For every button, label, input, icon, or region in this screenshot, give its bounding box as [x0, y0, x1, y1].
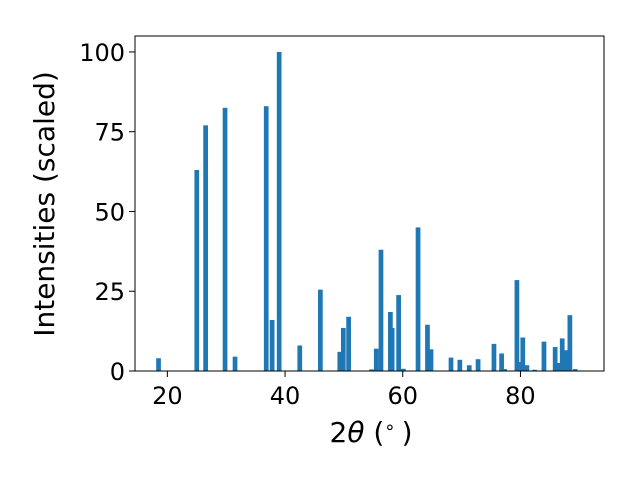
bar	[318, 289, 323, 371]
bar	[541, 341, 547, 371]
bar	[514, 280, 520, 371]
bar	[269, 319, 275, 371]
bar	[425, 324, 430, 371]
y-tick-label: 100	[79, 39, 125, 67]
bar	[491, 343, 497, 371]
y-axis-ticks: 0 25 50 75 100	[79, 39, 135, 386]
bar	[475, 359, 481, 371]
bar	[552, 347, 558, 371]
bar	[415, 227, 421, 371]
bar	[276, 51, 282, 371]
x-axis-label: 2θ (∘)	[329, 416, 412, 449]
x-tick-label: 60	[387, 382, 418, 410]
x-axis-label-prefix: 2	[329, 416, 347, 449]
x-axis-label-degree: ∘	[384, 417, 395, 438]
bar	[572, 369, 578, 371]
y-tick-label: 75	[94, 119, 125, 147]
bar	[457, 359, 463, 371]
bar	[520, 337, 526, 371]
bar	[563, 350, 569, 371]
bar	[396, 295, 401, 371]
bar	[532, 369, 537, 371]
bars-group	[156, 51, 578, 371]
bar	[263, 106, 269, 371]
bar	[378, 249, 384, 371]
bar	[232, 356, 238, 371]
bar	[346, 316, 351, 371]
bar	[559, 338, 565, 371]
y-tick-label: 0	[110, 358, 125, 386]
x-tick-label: 20	[152, 382, 183, 410]
bar	[194, 170, 200, 371]
x-tick-label: 80	[505, 382, 536, 410]
x-tick-label: 40	[270, 382, 301, 410]
bar	[516, 362, 522, 371]
bar	[156, 358, 161, 371]
bar	[428, 349, 434, 371]
bar	[502, 369, 507, 371]
x-axis-ticks: 20 40 60 80	[152, 371, 536, 410]
bar	[466, 365, 472, 371]
bar	[556, 363, 562, 371]
bar	[337, 351, 343, 371]
y-tick-label: 50	[94, 198, 125, 226]
bar	[297, 345, 303, 371]
plot-area-frame	[134, 35, 605, 372]
x-axis-label-theta: θ	[347, 416, 364, 449]
y-axis-label: Intensities (scaled)	[28, 71, 61, 337]
bar	[389, 327, 395, 371]
bar	[222, 107, 228, 371]
y-tick-label: 25	[94, 278, 125, 306]
x-axis-label-unit-open: (	[364, 416, 384, 449]
bar	[373, 348, 379, 371]
bar	[448, 357, 454, 371]
bar	[203, 125, 208, 371]
bar	[340, 327, 346, 371]
bar	[499, 353, 504, 371]
bar	[369, 369, 374, 371]
bar	[400, 368, 406, 371]
bar	[567, 315, 573, 371]
bar	[524, 365, 530, 371]
x-axis-label-unit-close: )	[402, 416, 413, 449]
